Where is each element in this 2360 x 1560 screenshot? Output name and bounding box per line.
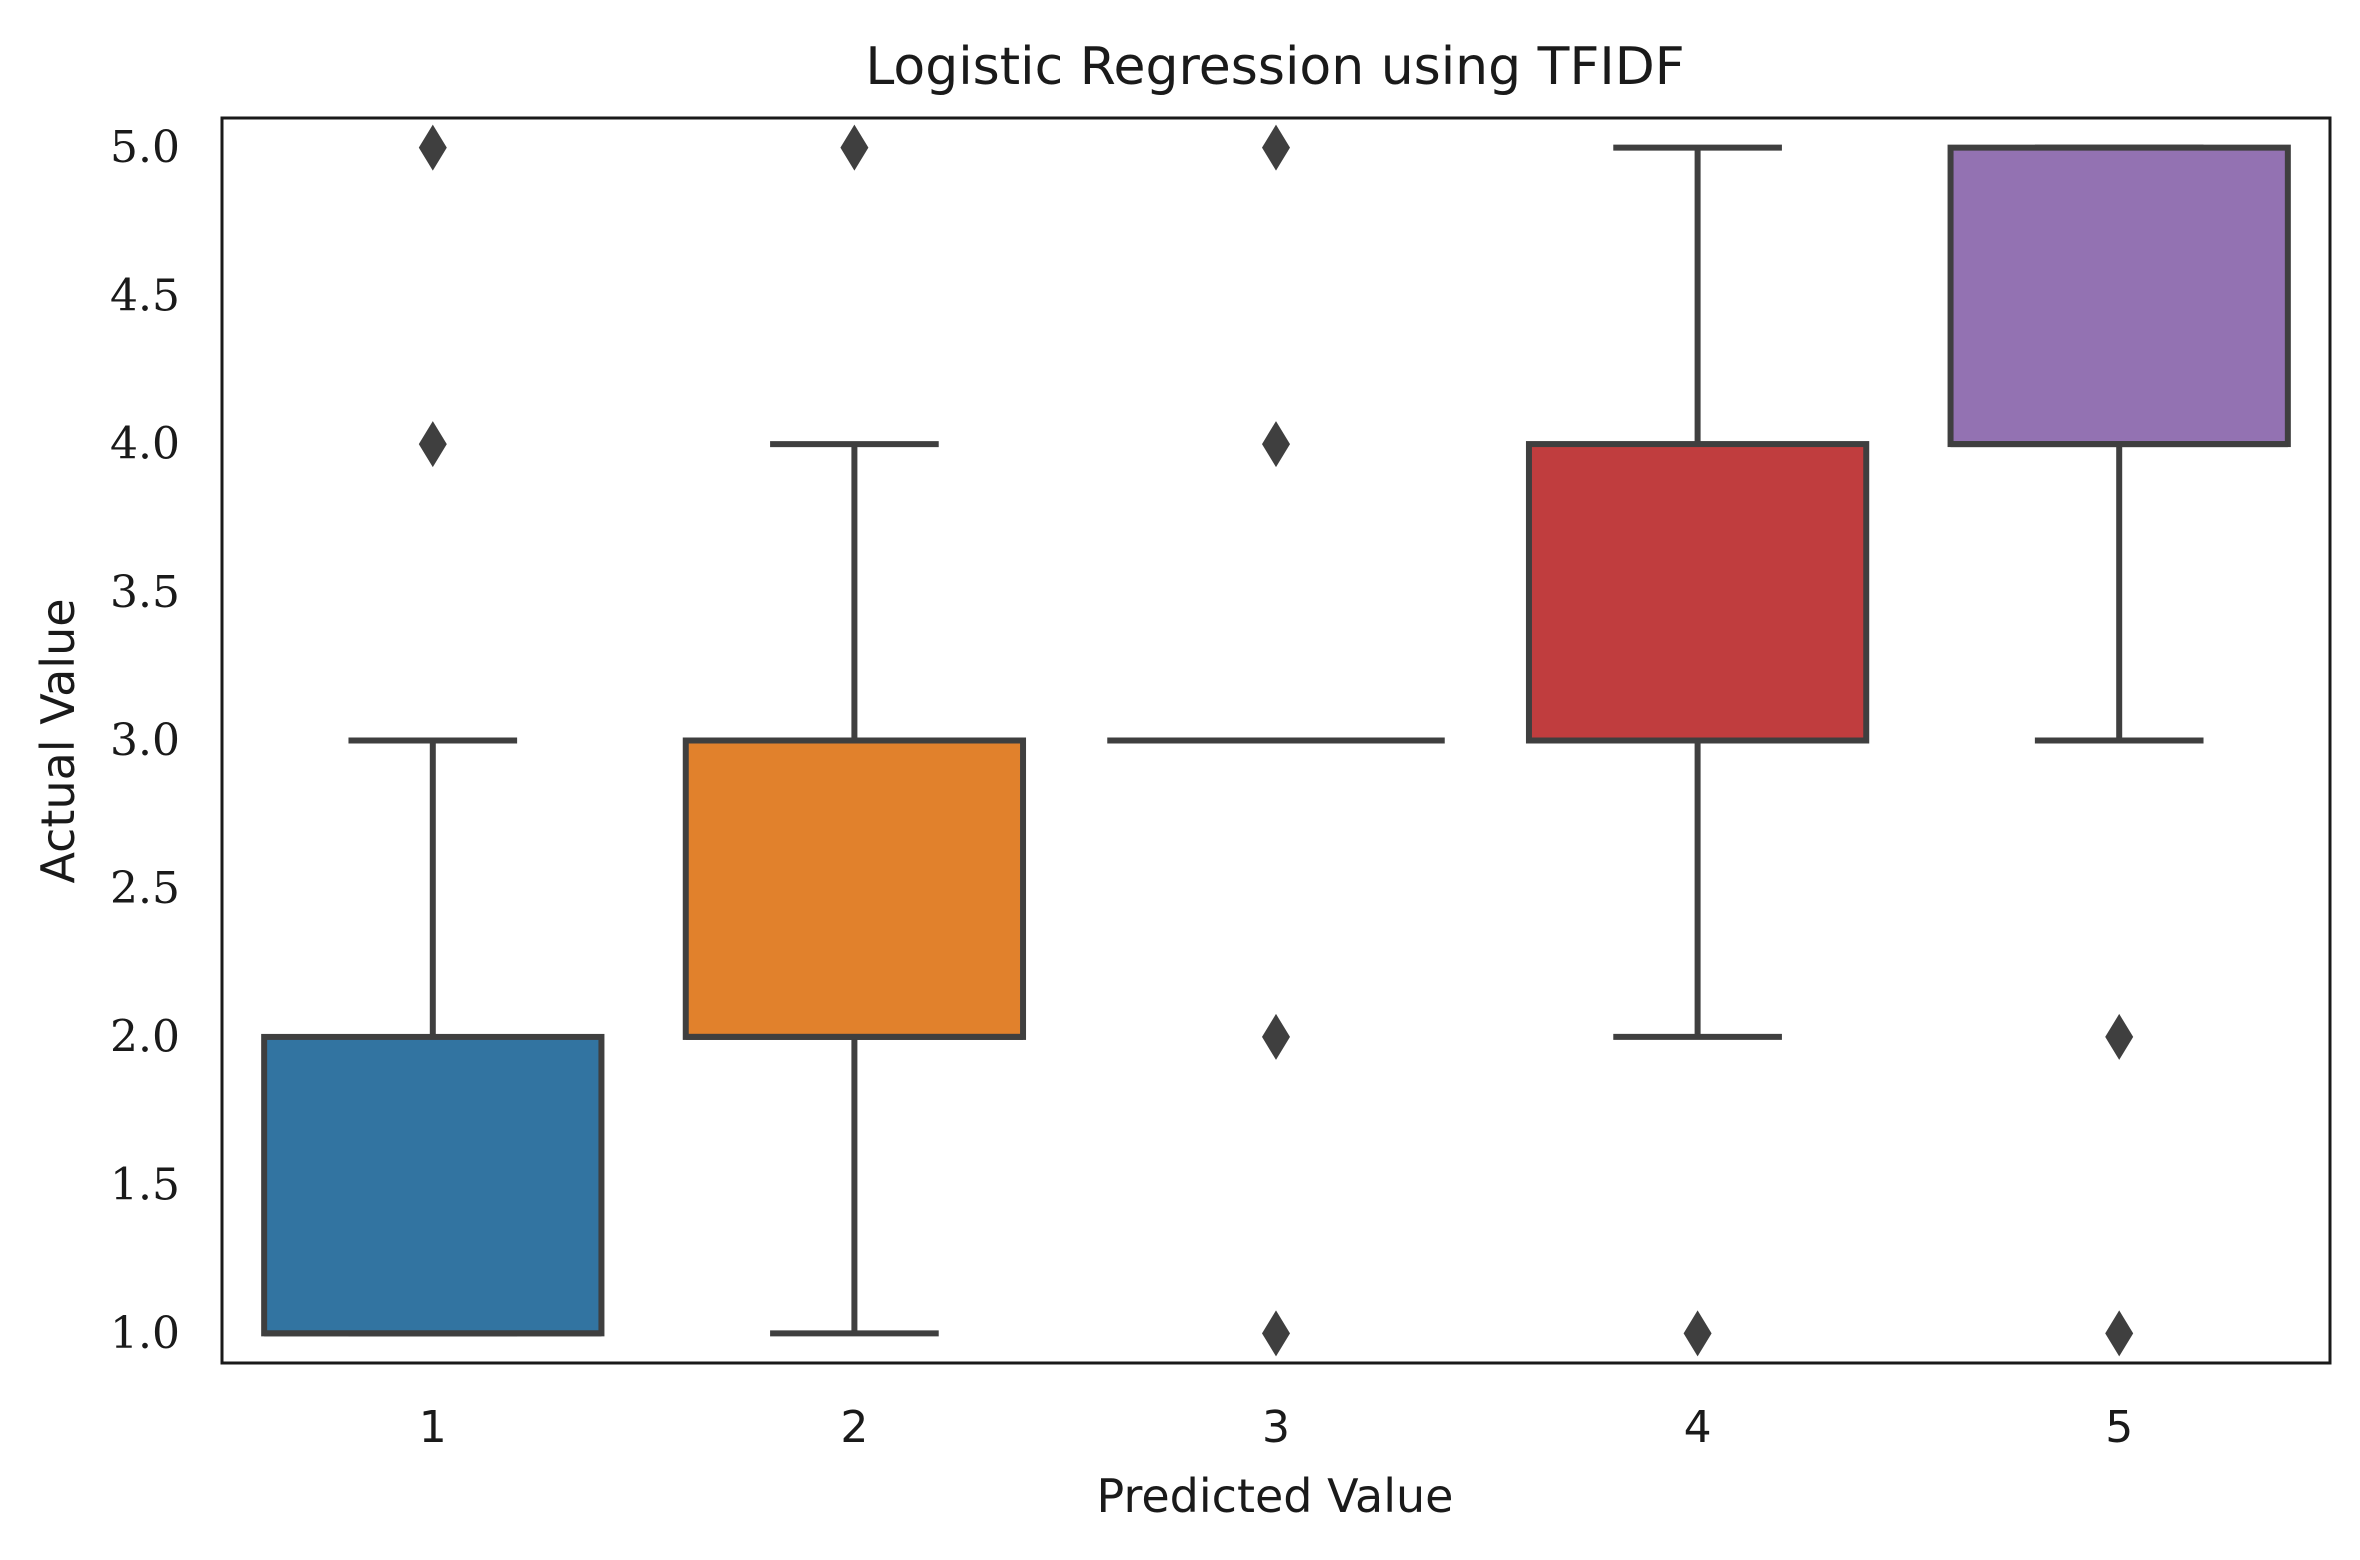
y-tick-label: 1.0 [110, 1308, 180, 1359]
x-tick-label: 1 [419, 1402, 447, 1453]
box-group-1 [261, 124, 605, 1337]
y-tick-label: 4.0 [110, 419, 180, 470]
box-rect [1525, 441, 1870, 744]
box-rect [261, 1033, 605, 1337]
outlier-point [840, 124, 869, 171]
y-axis-ticks: 1.0 1.5 2.0 2.5 3.0 3.5 4.0 4.5 5.0 [110, 122, 180, 1359]
outlier-point [1262, 124, 1290, 171]
plot-area-frame [220, 116, 2332, 1365]
x-axis-label: Predicted Value [1097, 1469, 1454, 1523]
y-tick-label: 1.5 [110, 1160, 180, 1211]
y-tick-label: 3.0 [110, 715, 180, 766]
y-tick-label: 3.5 [110, 567, 180, 618]
y-tick-label: 4.5 [110, 270, 180, 321]
outlier-point [1262, 421, 1290, 468]
y-tick-label: 2.5 [110, 863, 180, 914]
outlier-point [2105, 1013, 2134, 1060]
outlier-point [418, 421, 447, 468]
outlier-point [418, 124, 447, 171]
y-axis-label: Actual Value [31, 598, 85, 883]
outlier-point [1262, 1310, 1290, 1357]
box-group-2 [682, 124, 1027, 1337]
box-rect [682, 737, 1027, 1040]
outlier-point [1262, 1013, 1290, 1060]
box-group-5 [1947, 144, 2291, 1357]
boxes-layer [261, 124, 2291, 1357]
y-tick-label: 5.0 [110, 122, 180, 173]
x-tick-label: 2 [840, 1402, 868, 1453]
x-tick-label: 5 [2105, 1402, 2133, 1453]
y-tick-label: 2.0 [110, 1011, 180, 1062]
outlier-point [1683, 1310, 1712, 1357]
x-axis-ticks: 1 2 3 4 5 [419, 1402, 2133, 1453]
x-tick-label: 4 [1684, 1402, 1712, 1453]
x-tick-label: 3 [1262, 1402, 1290, 1453]
outlier-point [2105, 1310, 2134, 1357]
chart-title: Logistic Regression using TFIDF [865, 37, 1684, 97]
box-group-4 [1525, 144, 1870, 1357]
box-rect [1947, 144, 2291, 448]
box-group-3 [1107, 124, 1445, 1357]
